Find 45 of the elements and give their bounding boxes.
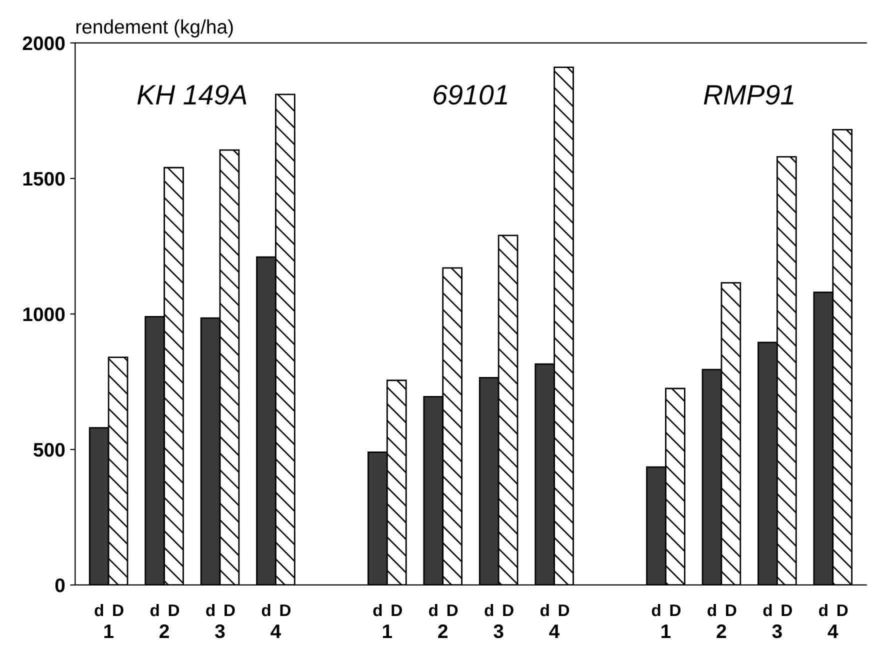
x-tick-label: 2 xyxy=(160,624,169,638)
text: D xyxy=(503,604,514,616)
text: d xyxy=(484,604,494,616)
text: D xyxy=(224,604,235,616)
annotation: KH 149A xyxy=(137,84,246,105)
text: d xyxy=(540,604,549,616)
text: D xyxy=(168,604,180,616)
text: d xyxy=(819,604,828,616)
x-tick-label: 1 xyxy=(662,624,671,638)
text: D xyxy=(726,604,736,616)
text: d xyxy=(373,604,382,616)
text: D xyxy=(447,604,458,616)
x-tick-label: 1 xyxy=(382,624,392,638)
text: d xyxy=(206,604,215,616)
text: d xyxy=(763,604,772,616)
x-tick-label: 4 xyxy=(549,624,560,638)
text: D xyxy=(392,604,402,616)
y-tick-label: 2000 xyxy=(22,36,65,50)
x-tick-label: 3 xyxy=(494,624,504,638)
text: D xyxy=(558,604,570,616)
x-tick-label: 4 xyxy=(270,624,282,638)
y-tick-label: 1500 xyxy=(23,172,65,186)
text: D xyxy=(280,604,291,616)
x-tick-label: 3 xyxy=(215,624,225,638)
text: d xyxy=(428,604,438,616)
text: D xyxy=(837,604,848,616)
x-tick-label: 4 xyxy=(828,624,838,638)
text: d xyxy=(708,604,716,616)
text: d xyxy=(262,604,270,616)
text: d xyxy=(150,604,159,616)
series-label: d xyxy=(94,604,104,616)
x-tick-label: 1 xyxy=(104,624,114,638)
y-axis-title: rendement (kg/ha) xyxy=(76,19,233,38)
x-tick-label: 2 xyxy=(716,624,726,638)
y-tick-label: 1000 xyxy=(23,307,65,322)
text: D xyxy=(782,604,792,616)
text: d xyxy=(652,604,660,616)
text: D xyxy=(670,604,681,616)
series-label: D xyxy=(113,604,124,616)
annotation: RMP91 xyxy=(704,84,794,105)
x-tick-label: 2 xyxy=(438,624,448,638)
y-tick-label: 500 xyxy=(34,442,65,457)
y-tick-label: 0 xyxy=(55,578,65,592)
x-tick-label: 3 xyxy=(772,624,782,638)
annotation: 69101 xyxy=(434,84,508,105)
